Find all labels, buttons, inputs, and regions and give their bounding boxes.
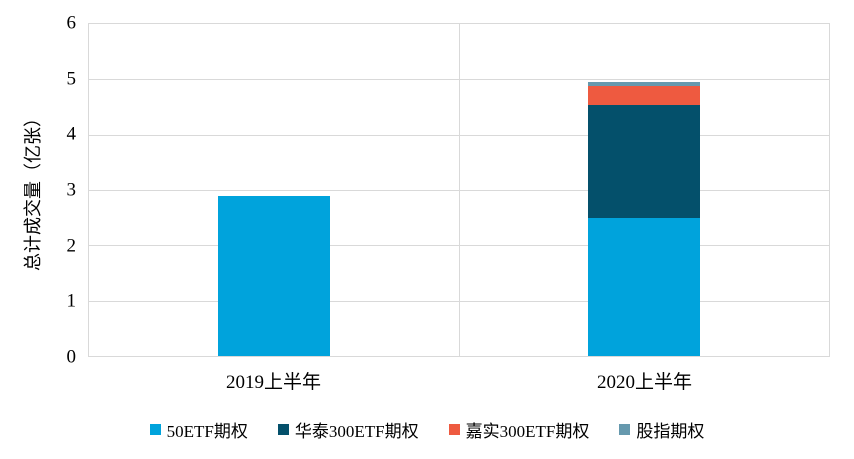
bar-2019上半年 <box>218 24 330 356</box>
legend-label: 股指期权 <box>636 422 705 441</box>
legend-swatch-icon <box>619 424 631 435</box>
legend-label: 嘉实300ETF期权 <box>465 422 590 441</box>
y-tick-label: 1 <box>66 290 77 312</box>
bar-segment <box>588 218 700 356</box>
legend-swatch-icon <box>448 424 460 435</box>
legend: 50ETF期权 华泰300ETF期权 嘉实300ETF期权 股指期权 <box>0 417 854 442</box>
legend-item: 嘉实300ETF期权 <box>448 417 590 442</box>
gridline-vertical <box>459 24 460 356</box>
legend-item: 50ETF期权 <box>149 417 248 442</box>
bar-segment <box>218 195 330 356</box>
x-axis-label: 2020上半年 <box>596 372 693 393</box>
bar-segment <box>588 81 700 86</box>
x-axis-label: 2019上半年 <box>225 372 322 393</box>
bar-segment <box>588 86 700 105</box>
y-tick-label: 4 <box>66 123 77 145</box>
plot-area <box>88 23 830 357</box>
legend-label: 华泰300ETF期权 <box>294 422 419 441</box>
bar-segment <box>588 104 700 219</box>
y-tick-label: 2 <box>66 235 77 257</box>
bar-2020上半年 <box>588 24 700 356</box>
legend-swatch-icon <box>149 424 161 435</box>
y-tick-label: 5 <box>66 68 77 90</box>
y-tick-label: 3 <box>66 179 77 201</box>
legend-item: 华泰300ETF期权 <box>277 417 419 442</box>
y-tick-label: 0 <box>66 346 77 368</box>
legend-item: 股指期权 <box>619 417 704 442</box>
legend-swatch-icon <box>277 424 289 435</box>
x-axis-labels: 2019上半年 2020上半年 <box>88 363 830 393</box>
legend-label: 50ETF期权 <box>166 422 248 441</box>
y-tick-label: 6 <box>66 12 77 34</box>
y-axis-tick-labels: 0 1 2 3 4 5 6 <box>0 14 77 367</box>
